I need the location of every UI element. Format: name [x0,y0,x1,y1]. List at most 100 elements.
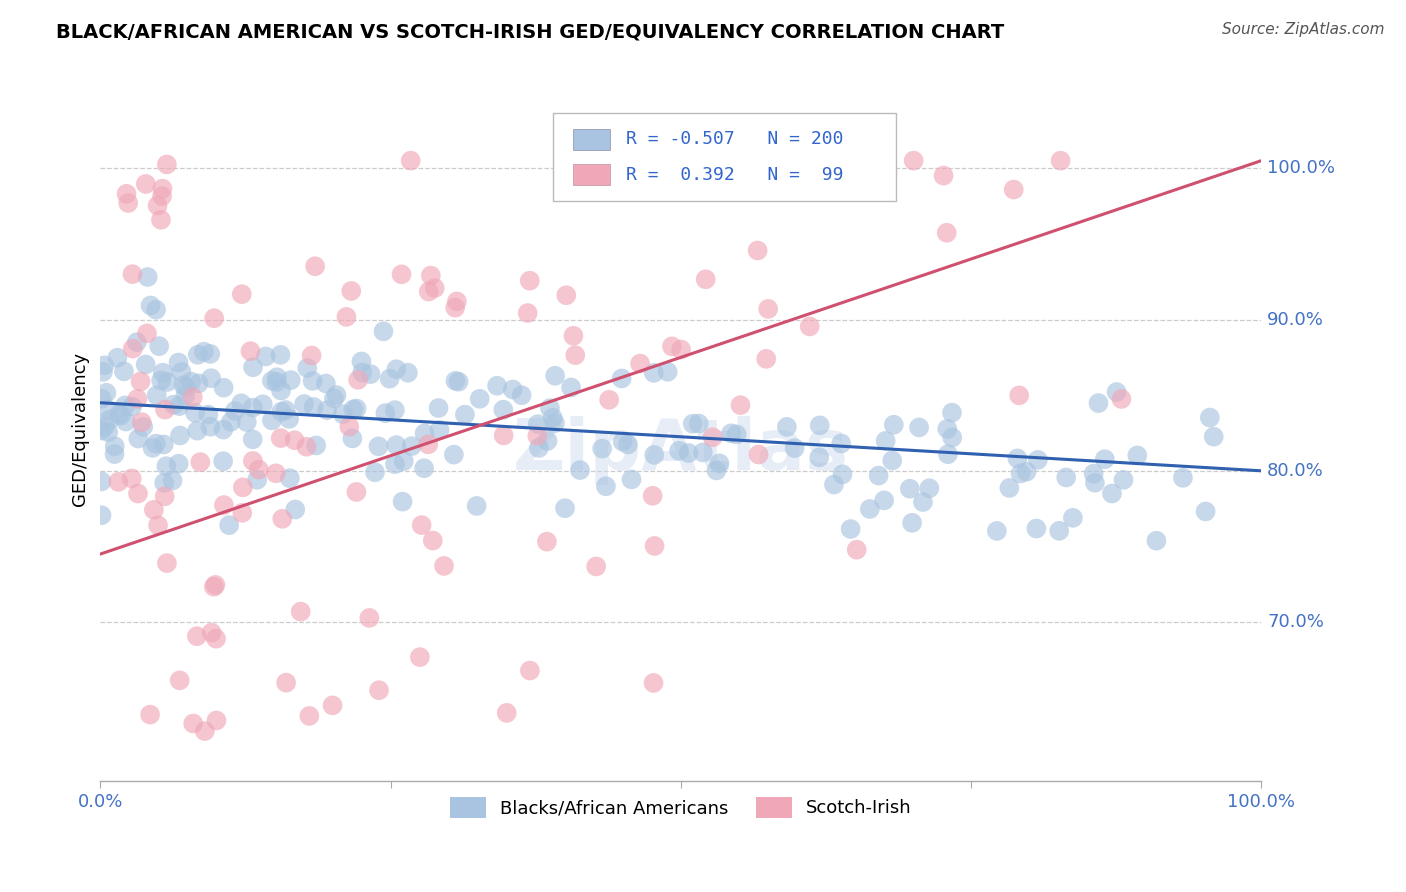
Point [146,198,169,212]
Point [423,281,446,295]
Point [401,439,423,453]
Point [170,365,193,379]
Point [384,403,406,417]
Point [492,402,515,417]
Point [418,437,440,451]
Point [200,419,222,434]
Point [1054,470,1077,484]
Point [136,326,159,341]
Point [169,428,191,442]
Point [367,439,389,453]
Point [335,310,357,324]
Point [918,481,941,495]
Point [396,366,419,380]
Point [468,392,491,406]
Point [610,371,633,385]
Point [212,454,235,468]
Point [374,406,396,420]
Point [219,415,242,429]
Point [368,683,391,698]
Point [1025,522,1047,536]
Point [385,438,408,452]
Point [150,189,173,203]
Point [413,426,436,441]
Point [242,401,264,415]
Point [526,429,548,443]
Point [747,244,769,258]
Point [97,425,120,439]
Point [1146,533,1168,548]
Point [242,360,264,375]
Point [1062,511,1084,525]
Point [702,430,724,444]
Point [232,480,254,494]
Point [1101,486,1123,500]
Text: 80.0%: 80.0% [1267,462,1324,480]
Point [536,534,558,549]
Point [90,508,112,523]
Point [121,267,143,281]
Point [181,716,204,731]
Point [682,417,704,431]
Point [720,426,742,441]
Point [883,417,905,432]
Point [1002,183,1025,197]
Point [932,169,955,183]
Point [202,580,225,594]
Point [643,366,665,380]
Point [433,558,456,573]
Point [830,436,852,450]
Point [730,398,752,412]
Point [755,351,778,366]
Point [1084,475,1107,490]
Point [304,259,326,273]
Point [350,354,373,368]
Point [103,447,125,461]
Point [392,454,415,468]
Point [148,339,170,353]
Point [91,365,114,379]
Point [142,503,165,517]
Point [1198,410,1220,425]
Point [516,306,538,320]
Point [129,375,152,389]
Point [492,428,515,442]
Point [187,348,209,362]
Point [342,432,364,446]
Point [231,396,253,410]
Point [678,446,700,460]
Point [112,364,135,378]
Point [1111,392,1133,406]
Point [125,335,148,350]
Point [903,153,925,168]
Point [901,516,924,530]
Point [188,455,211,469]
Point [278,412,301,426]
Point [301,349,323,363]
Point [169,399,191,413]
Point [173,378,195,392]
Point [391,268,413,282]
Point [657,365,679,379]
Point [569,463,592,477]
Point [352,366,374,380]
Point [152,437,174,451]
Point [186,629,208,643]
Point [239,344,262,359]
Point [167,457,190,471]
Point [174,380,197,394]
Point [337,419,360,434]
Point [519,664,541,678]
Point [422,533,444,548]
Point [135,177,157,191]
Point [231,506,253,520]
Point [454,408,477,422]
Point [941,431,963,445]
Point [564,348,586,362]
Point [544,368,567,383]
FancyBboxPatch shape [572,128,610,150]
Point [591,442,613,456]
Point [763,161,786,175]
Point [447,375,470,389]
Point [254,350,277,364]
